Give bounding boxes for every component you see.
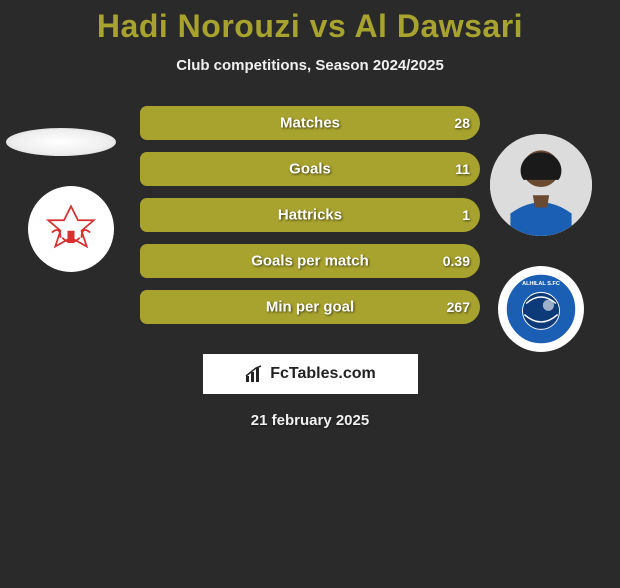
bar-value-right: 1 <box>462 207 470 223</box>
bar-label: Matches <box>280 115 340 132</box>
comparison-bars: Matches 28 Goals 11 Hattricks 1 Goals per matc… <box>140 106 480 336</box>
date-text: 21 february 2025 <box>0 412 620 429</box>
stat-row: Matches 28 <box>140 106 480 140</box>
bar-label: Goals per match <box>251 253 369 270</box>
stat-row: Goals 11 <box>140 152 480 186</box>
page-title: Hadi Norouzi vs Al Dawsari <box>0 8 620 45</box>
bar-label: Hattricks <box>278 207 342 224</box>
bar-left-fill <box>140 290 147 324</box>
brand-box: FcTables.com <box>203 354 418 394</box>
stat-row: Hattricks 1 <box>140 198 480 232</box>
bar-value-right: 28 <box>454 115 470 131</box>
bar-left-fill <box>140 244 147 278</box>
bar-label: Min per goal <box>266 299 354 316</box>
bar-value-right: 0.39 <box>443 253 470 269</box>
bar-left-fill <box>140 152 147 186</box>
subtitle: Club competitions, Season 2024/2025 <box>0 57 620 74</box>
bar-left-fill <box>140 198 147 232</box>
bar-value-right: 267 <box>447 299 470 315</box>
bar-label: Goals <box>289 161 331 178</box>
bar-value-right: 11 <box>455 161 470 177</box>
bar-left-fill <box>140 106 147 140</box>
stat-row: Goals per match 0.39 <box>140 244 480 278</box>
brand-text: FcTables.com <box>270 365 376 383</box>
stat-row: Min per goal 267 <box>140 290 480 324</box>
stats-area: Matches 28 Goals 11 Hattricks 1 Goals per matc… <box>0 106 620 336</box>
brand-chart-icon <box>244 364 264 384</box>
